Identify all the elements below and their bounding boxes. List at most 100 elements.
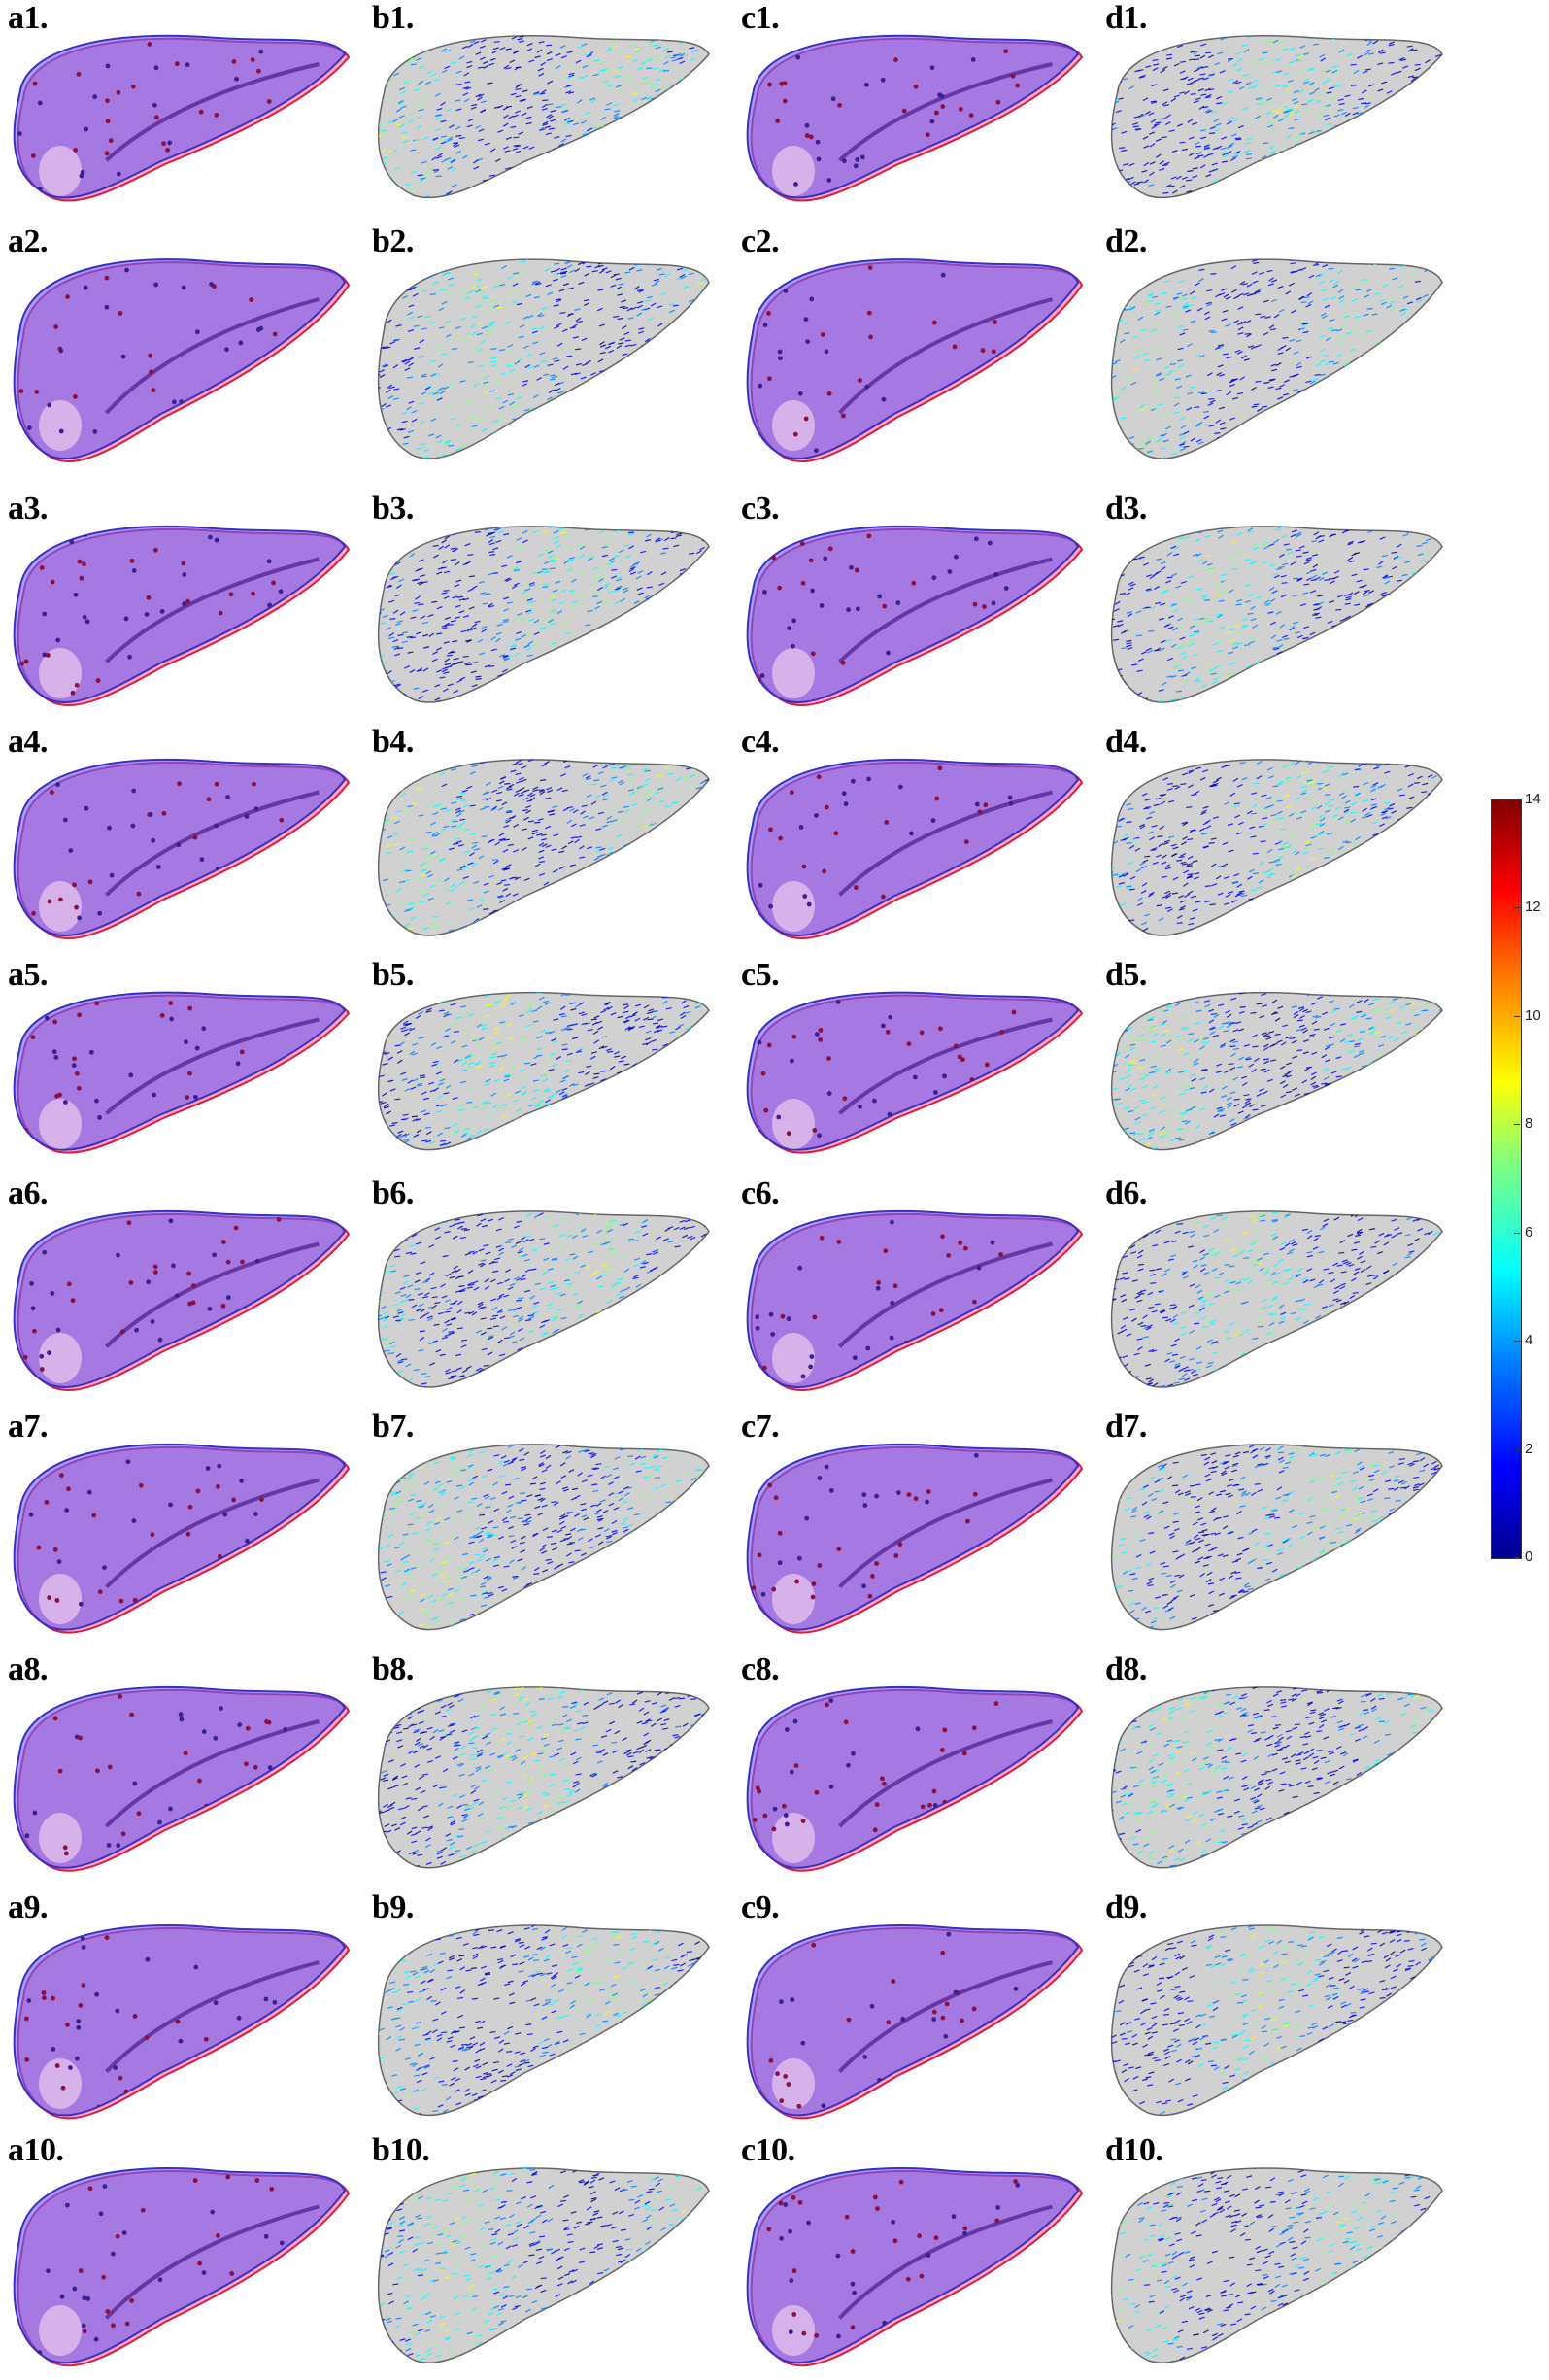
colorbar-tick-mark bbox=[1514, 1557, 1520, 1558]
liver-overlay-render bbox=[746, 1685, 1084, 1872]
displacement-field-render bbox=[377, 526, 710, 703]
panel-a10: a10. bbox=[0, 2132, 354, 2380]
panel-b10: b10. bbox=[364, 2132, 719, 2380]
panel-label: a9. bbox=[8, 1889, 49, 1925]
panel-b8: b8. bbox=[364, 1651, 719, 1885]
panel-label: b1. bbox=[372, 0, 414, 36]
displacement-field-render bbox=[377, 1924, 710, 2117]
colorbar-tick-label: 8 bbox=[1525, 1115, 1533, 1133]
panel-label: c10. bbox=[741, 2132, 795, 2168]
panel-label: a6. bbox=[8, 1175, 49, 1211]
panel-label: c6. bbox=[741, 1175, 780, 1211]
panel-label: b4. bbox=[372, 724, 414, 760]
panel-label: b8. bbox=[372, 1651, 414, 1687]
panel-label: c5. bbox=[741, 957, 780, 993]
panel-label: b9. bbox=[372, 1889, 414, 1925]
panel-label: d2. bbox=[1105, 223, 1147, 259]
displacement-field-render bbox=[1110, 1686, 1443, 1869]
panel-a9: a9. bbox=[0, 1889, 354, 2132]
panel-label: a10. bbox=[8, 2132, 64, 2168]
colorbar-tick-mark bbox=[1514, 1015, 1520, 1017]
displacement-field-render bbox=[1110, 991, 1443, 1151]
colorbar-tick-mark bbox=[1514, 1124, 1520, 1126]
colorbar-tick-mark bbox=[1514, 1448, 1520, 1450]
displacement-field-render bbox=[377, 991, 710, 1151]
liver-overlay-render bbox=[746, 258, 1084, 463]
colorbar-tick-mark bbox=[1514, 799, 1520, 800]
panel-label: d7. bbox=[1105, 1409, 1147, 1445]
panel-b9: b9. bbox=[364, 1889, 719, 2132]
panel-label: c1. bbox=[741, 0, 780, 36]
panel-label: d5. bbox=[1105, 957, 1147, 993]
panel-label: b2. bbox=[372, 223, 414, 259]
panel-d7: d7. bbox=[1097, 1409, 1452, 1647]
panel-b6: b6. bbox=[364, 1175, 719, 1404]
displacement-field-render bbox=[377, 34, 710, 199]
panel-label: a7. bbox=[8, 1409, 49, 1445]
liver-overlay-render bbox=[746, 1443, 1084, 1634]
liver-overlay-render bbox=[13, 758, 351, 939]
panel-c6: c6. bbox=[733, 1175, 1088, 1404]
liver-overlay-render bbox=[13, 1924, 351, 2120]
liver-overlay-render bbox=[13, 34, 351, 202]
displacement-field-render bbox=[1110, 1444, 1443, 1631]
panel-c10: c10. bbox=[733, 2132, 1088, 2380]
panel-label: c9. bbox=[741, 1889, 780, 1925]
panel-c3: c3. bbox=[733, 491, 1088, 719]
panel-a7: a7. bbox=[0, 1409, 354, 1647]
panel-b3: b3. bbox=[364, 491, 719, 719]
colorbar-tick-mark bbox=[1514, 1232, 1520, 1234]
liver-overlay-render bbox=[746, 1924, 1084, 2120]
panel-d10: d10. bbox=[1097, 2132, 1452, 2380]
colorbar-tick-label: 0 bbox=[1525, 1548, 1533, 1565]
liver-overlay-render bbox=[13, 1685, 351, 1872]
liver-overlay-render bbox=[13, 2167, 351, 2367]
panel-a8: a8. bbox=[0, 1651, 354, 1885]
panel-label: c7. bbox=[741, 1409, 780, 1445]
panel-label: a2. bbox=[8, 223, 49, 259]
panel-c9: c9. bbox=[733, 1889, 1088, 2132]
displacement-field-render bbox=[377, 2167, 710, 2363]
panel-d1: d1. bbox=[1097, 0, 1452, 214]
panel-c5: c5. bbox=[733, 957, 1088, 1166]
panel-label: b7. bbox=[372, 1409, 414, 1445]
displacement-field-render bbox=[377, 1686, 710, 1869]
panel-label: c4. bbox=[741, 724, 780, 760]
panel-d9: d9. bbox=[1097, 1889, 1452, 2132]
panel-b2: b2. bbox=[364, 223, 719, 476]
panel-d8: d8. bbox=[1097, 1651, 1452, 1885]
liver-overlay-render bbox=[746, 525, 1084, 706]
panel-label: a5. bbox=[8, 957, 49, 993]
panel-c1: c1. bbox=[733, 0, 1088, 214]
panel-a1: a1. bbox=[0, 0, 354, 214]
panel-label: d9. bbox=[1105, 1889, 1147, 1925]
panel-b1: b1. bbox=[364, 0, 719, 214]
colorbar-tick-mark bbox=[1514, 907, 1520, 909]
liver-overlay-render bbox=[13, 1443, 351, 1634]
panel-a5: a5. bbox=[0, 957, 354, 1166]
panel-d3: d3. bbox=[1097, 491, 1452, 719]
panel-c2: c2. bbox=[733, 223, 1088, 476]
panel-label: d4. bbox=[1105, 724, 1147, 760]
displacement-field-render bbox=[1110, 258, 1443, 459]
panel-label: d8. bbox=[1105, 1651, 1147, 1687]
panel-a3: a3. bbox=[0, 491, 354, 719]
panel-d4: d4. bbox=[1097, 724, 1452, 952]
panel-d2: d2. bbox=[1097, 223, 1452, 476]
liver-overlay-render bbox=[13, 525, 351, 706]
panel-label: b3. bbox=[372, 491, 414, 527]
displacement-field-render bbox=[377, 258, 710, 459]
panel-label: a1. bbox=[8, 0, 49, 36]
panel-a2: a2. bbox=[0, 223, 354, 476]
panel-a4: a4. bbox=[0, 724, 354, 952]
displacement-field-render bbox=[1110, 34, 1443, 199]
panel-label: c3. bbox=[741, 491, 780, 527]
panel-b5: b5. bbox=[364, 957, 719, 1166]
panel-a6: a6. bbox=[0, 1175, 354, 1404]
liver-overlay-render bbox=[13, 1209, 351, 1391]
panel-d5: d5. bbox=[1097, 957, 1452, 1166]
liver-overlay-render bbox=[746, 991, 1084, 1154]
displacement-field-render bbox=[1110, 1210, 1443, 1388]
colorbar-tick-label: 2 bbox=[1525, 1440, 1533, 1457]
liver-overlay-render bbox=[13, 991, 351, 1154]
